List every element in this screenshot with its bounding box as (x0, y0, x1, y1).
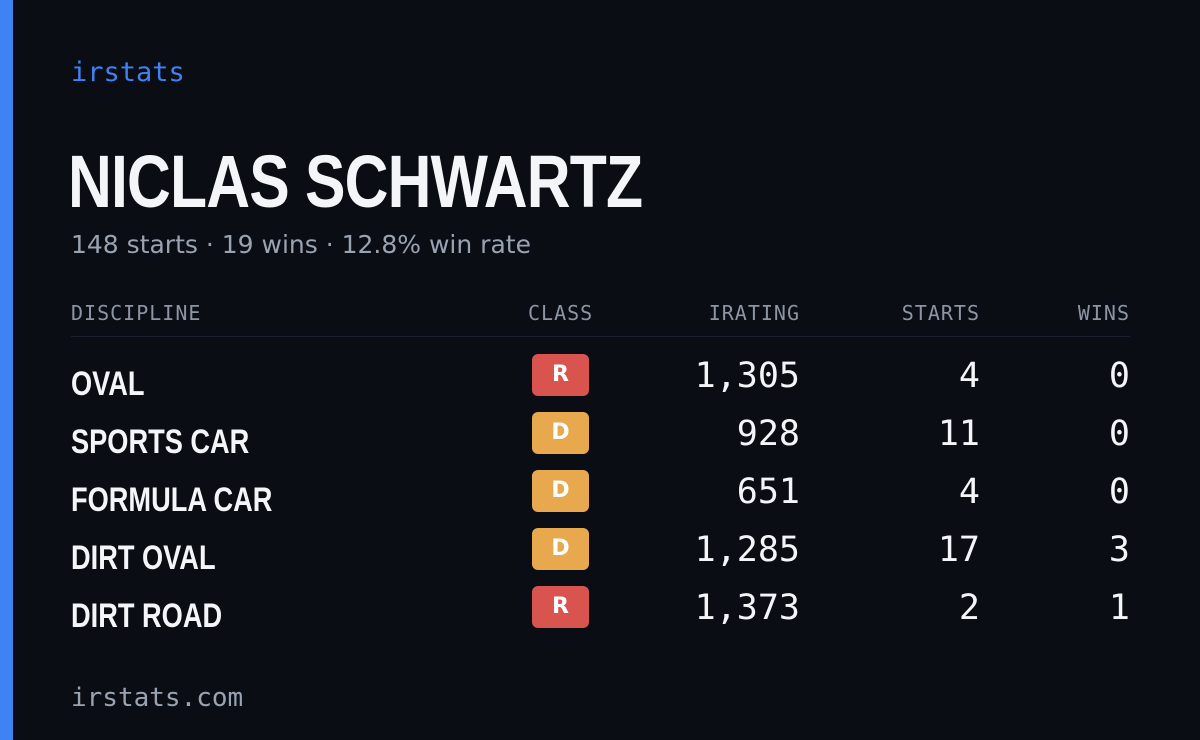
header-starts: STARTS (901, 301, 980, 325)
class-badge: D (532, 528, 589, 570)
table-header: DISCIPLINE CLASS IRATING STARTS WINS (71, 296, 1130, 337)
class-badge: D (532, 470, 589, 512)
header-class: CLASS (528, 301, 594, 325)
driver-summary: 148 starts · 19 wins · 12.8% win rate (71, 230, 531, 259)
wins-value: 0 (1108, 414, 1130, 454)
discipline-name: FORMULA CAR (71, 481, 273, 519)
footer-url: irstats.com (71, 683, 244, 713)
discipline-name: DIRT ROAD (71, 597, 223, 635)
wins-value: 1 (1108, 588, 1130, 628)
irating-value: 1,305 (694, 356, 800, 396)
discipline-name: DIRT OVAL (71, 539, 216, 577)
table-row: SPORTS CAR D 928 11 0 (71, 412, 1130, 470)
table-row: OVAL R 1,305 4 0 (71, 354, 1130, 412)
irating-value: 651 (736, 472, 800, 512)
brand-logo-text: irstats (71, 57, 185, 88)
wins-value: 0 (1108, 472, 1130, 512)
discipline-table: DISCIPLINE CLASS IRATING STARTS WINS OVA… (71, 296, 1130, 635)
starts-value: 4 (958, 472, 980, 512)
class-badge: D (532, 412, 589, 454)
discipline-name: SPORTS CAR (71, 423, 250, 461)
header-discipline: DISCIPLINE (71, 301, 202, 325)
class-badge: R (532, 586, 589, 628)
starts-value: 17 (937, 530, 980, 570)
starts-value: 11 (937, 414, 980, 454)
table-row: FORMULA CAR D 651 4 0 (71, 470, 1130, 528)
driver-name: NICLAS SCHWARTZ (68, 140, 643, 223)
wins-value: 3 (1108, 530, 1130, 570)
header-wins: WINS (1077, 301, 1130, 325)
accent-bar (0, 0, 13, 740)
table-row: DIRT ROAD R 1,373 2 1 (71, 586, 1130, 644)
starts-value: 4 (958, 356, 980, 396)
irating-value: 1,373 (694, 588, 800, 628)
discipline-name: OVAL (71, 365, 145, 403)
starts-value: 2 (958, 588, 980, 628)
irating-value: 928 (736, 414, 800, 454)
header-irating: IRATING (708, 301, 800, 325)
table-row: DIRT OVAL D 1,285 17 3 (71, 528, 1130, 586)
class-badge: R (532, 354, 589, 396)
wins-value: 0 (1108, 356, 1130, 396)
irating-value: 1,285 (694, 530, 800, 570)
